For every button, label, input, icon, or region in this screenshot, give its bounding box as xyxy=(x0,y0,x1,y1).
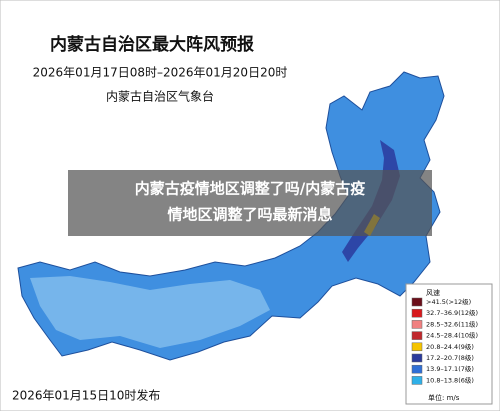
overlay-line: 情地区调整了吗最新消息 xyxy=(167,206,332,224)
legend-label: 32.7–36.9(12级) xyxy=(426,308,478,317)
legend-label: 24.5–28.4(10级) xyxy=(426,331,478,340)
legend-swatch xyxy=(411,364,423,374)
title: 内蒙古自治区最大阵风预报 xyxy=(50,34,254,55)
issued: 2026年01月15日10时发布 xyxy=(12,388,160,403)
agency: 内蒙古自治区气象台 xyxy=(106,89,214,104)
overlay-line: 内蒙古疫情地区调整了吗/内蒙古疫 xyxy=(135,180,365,198)
legend-label: 13.9–17.1(7级) xyxy=(426,364,474,373)
legend-swatch xyxy=(411,320,423,329)
legend-swatch xyxy=(411,342,423,352)
legend-swatch xyxy=(411,353,423,363)
legend-label: 17.2–20.7(8级) xyxy=(426,353,474,362)
legend-label: 28.5–32.6(11级) xyxy=(426,319,478,328)
legend-title: 风速 xyxy=(426,289,440,297)
legend: 风速 单位: m/s >41.5(>12级) 32.7–36.9(12级) 28.5… xyxy=(405,283,493,405)
legend-swatch xyxy=(411,297,423,307)
legend-swatch xyxy=(411,331,423,340)
legend-label: >41.5(>12级) xyxy=(426,297,471,306)
period: 2026年01月17日08时–2026年01月20日20时 xyxy=(33,66,288,80)
overlay-band xyxy=(68,170,432,236)
region-shade xyxy=(30,276,270,348)
legend-swatch xyxy=(411,308,423,318)
legend-label: 10.8–13.8(6级) xyxy=(426,375,474,384)
legend-swatch xyxy=(411,376,423,385)
legend-unit: 单位: m/s xyxy=(428,393,460,402)
legend-label: 20.8–24.4(9级) xyxy=(426,342,474,351)
